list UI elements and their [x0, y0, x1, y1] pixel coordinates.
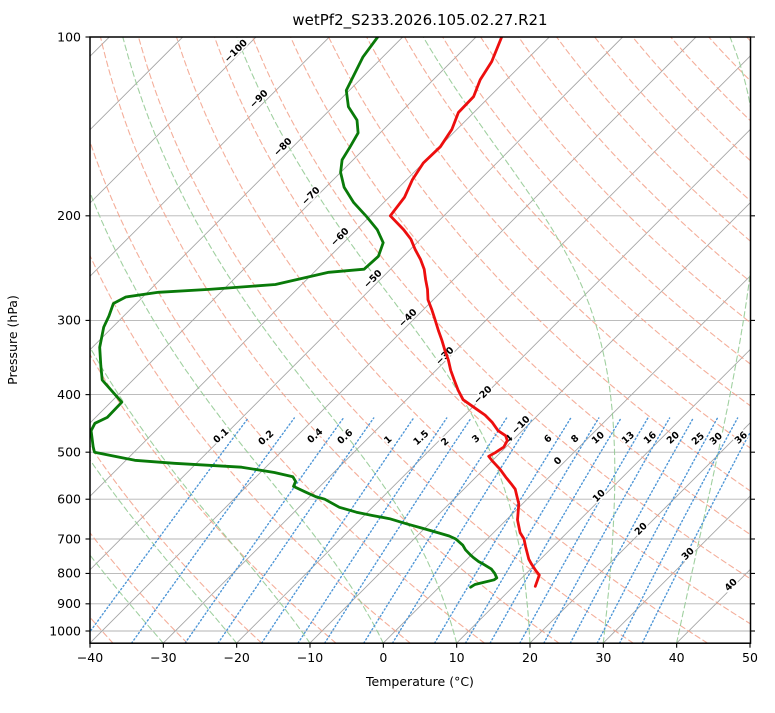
- svg-text:13: 13: [620, 430, 637, 447]
- svg-text:1000: 1000: [49, 623, 81, 638]
- svg-text:200: 200: [57, 208, 81, 223]
- svg-text:−50: −50: [362, 268, 385, 291]
- svg-text:10: 10: [590, 429, 607, 446]
- moist-adiabat-lines: [90, 37, 751, 644]
- svg-text:−70: −70: [300, 185, 323, 208]
- svg-text:−40: −40: [77, 650, 103, 665]
- axis-ticks: [85, 36, 755, 648]
- svg-text:8: 8: [569, 433, 582, 446]
- svg-text:40: 40: [669, 650, 685, 665]
- svg-text:−80: −80: [272, 136, 295, 159]
- isotherm-lines: [90, 37, 751, 644]
- axes-frame: −40 −30 −20 −10 0 10 20 30 40 5010020030040050060…: [49, 29, 758, 665]
- svg-text:10: 10: [449, 650, 465, 665]
- svg-text:100: 100: [57, 29, 81, 44]
- chart-layers: −100−90−80−70−60−50−40−30−20−10010203040…: [90, 37, 751, 644]
- svg-text:900: 900: [57, 596, 81, 611]
- svg-text:1.5: 1.5: [411, 428, 431, 447]
- svg-text:1: 1: [382, 434, 394, 447]
- sounding-curves: [90, 37, 541, 589]
- svg-text:−20: −20: [223, 650, 249, 665]
- mixing-ratio-lines: [90, 417, 751, 644]
- x-axis-label: Temperature (°C): [365, 674, 474, 689]
- svg-text:36: 36: [733, 429, 750, 446]
- svg-text:16: 16: [642, 429, 659, 446]
- svg-text:300: 300: [57, 313, 81, 328]
- dewpoint-curve: [90, 37, 499, 589]
- svg-text:40: 40: [723, 576, 740, 593]
- svg-text:50: 50: [742, 650, 758, 665]
- y-axis-label: Pressure (hPa): [5, 295, 20, 385]
- svg-text:0.4: 0.4: [305, 426, 325, 446]
- svg-text:−10: −10: [297, 650, 323, 665]
- svg-text:−60: −60: [329, 226, 352, 249]
- svg-text:0: 0: [552, 455, 565, 468]
- svg-text:−20: −20: [472, 384, 495, 407]
- svg-text:600: 600: [57, 492, 81, 507]
- dry-adiabat-lines: [90, 37, 751, 644]
- svg-text:−30: −30: [150, 650, 176, 665]
- svg-text:30: 30: [595, 650, 611, 665]
- svg-text:700: 700: [57, 531, 81, 546]
- tick-labels: −40 −30 −20 −10 0 10 20 30 40 5010020030040050060…: [49, 29, 758, 665]
- svg-text:500: 500: [57, 444, 81, 459]
- plot-border: [89, 36, 752, 644]
- svg-text:−10: −10: [510, 414, 533, 437]
- temperature-curve: [388, 37, 541, 588]
- svg-text:20: 20: [522, 650, 538, 665]
- svg-text:6: 6: [542, 433, 555, 446]
- pressure-gridlines: [90, 37, 751, 632]
- svg-text:400: 400: [57, 387, 81, 402]
- svg-text:800: 800: [57, 566, 81, 581]
- svg-text:25: 25: [690, 431, 707, 448]
- svg-text:3: 3: [470, 433, 482, 446]
- svg-text:0: 0: [379, 650, 387, 665]
- chart-title: wetPf2_S233.2026.105.02.27.R21: [292, 11, 547, 30]
- svg-text:0.2: 0.2: [256, 428, 276, 447]
- svg-text:0.1: 0.1: [211, 426, 231, 445]
